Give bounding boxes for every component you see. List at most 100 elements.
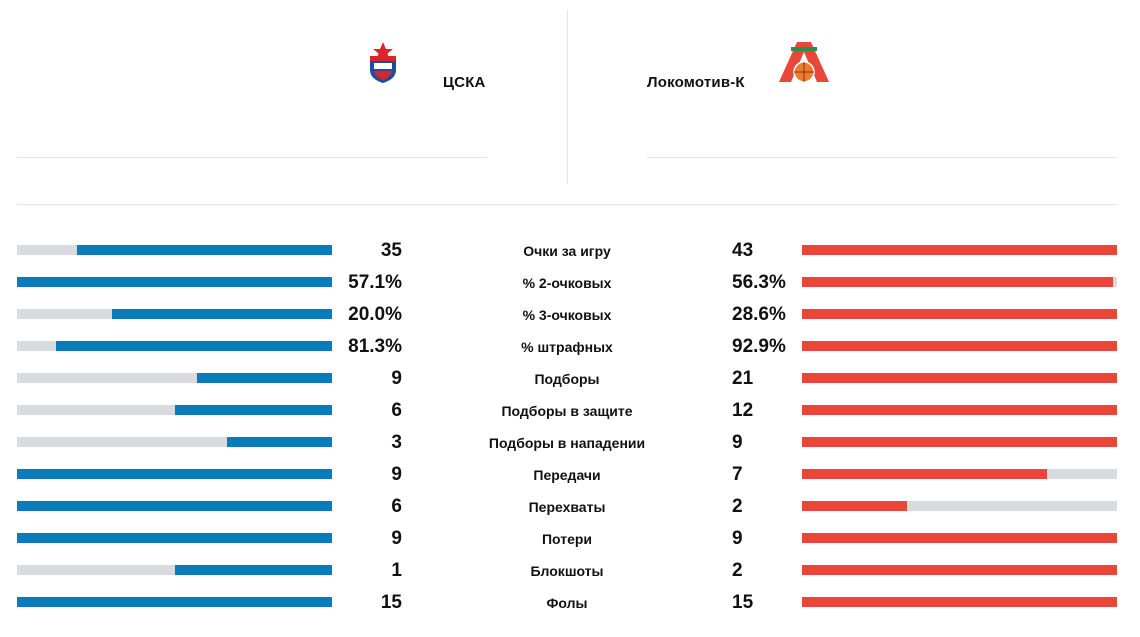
home-stat-bar-fill bbox=[174, 405, 332, 415]
stat-row: 3 Подборы в нападении 9 bbox=[0, 427, 1140, 459]
home-stat-bar bbox=[17, 405, 332, 415]
away-stat-value: 28.6% bbox=[732, 304, 786, 325]
stat-label: Передачи bbox=[533, 467, 601, 483]
stat-row: 9 Передачи 7 bbox=[0, 459, 1140, 491]
away-team-name[interactable]: Локомотив-К bbox=[647, 74, 745, 91]
home-stat-bar-fill bbox=[56, 341, 332, 351]
home-stat-value: 6 bbox=[391, 496, 402, 517]
home-stat-value: 9 bbox=[391, 368, 402, 389]
stat-row: 9 Потери 9 bbox=[0, 523, 1140, 555]
home-stat-bar bbox=[17, 437, 332, 447]
home-stat-bar-fill bbox=[17, 533, 332, 543]
home-stat-value: 1 bbox=[391, 560, 402, 581]
home-stat-bar bbox=[17, 245, 332, 255]
home-stat-value: 81.3% bbox=[348, 336, 402, 357]
away-stat-value: 2 bbox=[732, 560, 743, 581]
stat-row: 35 Очки за игру 43 bbox=[0, 235, 1140, 267]
home-stat-value: 20.0% bbox=[348, 304, 402, 325]
away-stat-bar-fill bbox=[802, 501, 907, 511]
stat-label: Подборы в защите bbox=[501, 403, 633, 419]
away-stat-bar bbox=[802, 405, 1117, 415]
home-stat-bar-fill bbox=[227, 437, 332, 447]
away-stat-bar bbox=[802, 597, 1117, 607]
stat-label: Блокшоты bbox=[530, 563, 604, 579]
stat-row: 15 Фолы 15 bbox=[0, 587, 1140, 619]
header-divider bbox=[567, 10, 568, 184]
away-stat-bar-fill bbox=[802, 405, 1117, 415]
home-stat-bar bbox=[17, 501, 332, 511]
away-stat-bar bbox=[802, 341, 1117, 351]
home-stat-bar-fill bbox=[17, 469, 332, 479]
away-stat-bar bbox=[802, 469, 1117, 479]
home-stat-bar bbox=[17, 533, 332, 543]
home-stat-bar bbox=[17, 373, 332, 383]
away-stat-bar-fill bbox=[802, 565, 1117, 575]
stat-row: 6 Подборы в защите 12 bbox=[0, 395, 1140, 427]
stat-row: 6 Перехваты 2 bbox=[0, 491, 1140, 523]
stat-label: % штрафных bbox=[521, 339, 613, 355]
cska-logo-icon bbox=[370, 42, 396, 83]
away-stat-bar bbox=[802, 437, 1117, 447]
away-stat-bar-fill bbox=[802, 309, 1117, 319]
stat-row: 57.1% % 2-очковых 56.3% bbox=[0, 267, 1140, 299]
home-stat-bar-fill bbox=[76, 245, 332, 255]
stat-label: Подборы bbox=[534, 371, 600, 387]
home-stat-bar bbox=[17, 597, 332, 607]
away-stat-bar-fill bbox=[802, 469, 1048, 479]
away-stat-bar-fill bbox=[802, 341, 1117, 351]
away-stat-bar bbox=[802, 373, 1117, 383]
lokomotiv-logo-icon bbox=[779, 42, 829, 83]
away-stat-value: 9 bbox=[732, 528, 743, 549]
away-stat-bar-fill bbox=[802, 373, 1117, 383]
away-stat-value: 2 bbox=[732, 496, 743, 517]
home-stat-value: 3 bbox=[391, 432, 402, 453]
home-stat-value: 57.1% bbox=[348, 272, 402, 293]
away-stat-value: 12 bbox=[732, 400, 754, 421]
stat-label: Фолы bbox=[546, 595, 588, 611]
home-stat-bar bbox=[17, 277, 332, 287]
away-stat-bar bbox=[802, 245, 1117, 255]
away-stat-bar bbox=[802, 309, 1117, 319]
home-team-name[interactable]: ЦСКА bbox=[443, 74, 486, 91]
home-stat-bar bbox=[17, 309, 332, 319]
stat-label: % 2-очковых bbox=[522, 275, 612, 291]
away-stat-value: 43 bbox=[732, 240, 754, 261]
away-stat-bar-fill bbox=[802, 597, 1117, 607]
stat-label: Перехваты bbox=[528, 499, 606, 515]
stat-row: 9 Подборы 21 bbox=[0, 363, 1140, 395]
stat-row: 1 Блокшоты 2 bbox=[0, 555, 1140, 587]
home-stat-bar-fill bbox=[111, 309, 332, 319]
away-stat-value: 21 bbox=[732, 368, 754, 389]
home-stat-bar-fill bbox=[17, 597, 332, 607]
home-stat-bar bbox=[17, 469, 332, 479]
away-stat-bar-fill bbox=[802, 277, 1113, 287]
home-stat-bar-fill bbox=[174, 565, 332, 575]
home-stat-value: 9 bbox=[391, 528, 402, 549]
stat-label: Потери bbox=[541, 531, 593, 547]
home-stat-bar-fill bbox=[196, 373, 332, 383]
stat-label: % 3-очковых bbox=[522, 307, 612, 323]
home-stat-value: 6 bbox=[391, 400, 402, 421]
away-stat-bar bbox=[802, 533, 1117, 543]
away-stat-bar-fill bbox=[802, 533, 1117, 543]
away-stat-bar-fill bbox=[802, 437, 1117, 447]
away-header-underline bbox=[647, 157, 1117, 158]
away-stat-value: 15 bbox=[732, 592, 754, 613]
stat-label: Очки за игру bbox=[523, 243, 611, 259]
home-stat-value: 35 bbox=[380, 240, 402, 261]
home-stat-value: 15 bbox=[380, 592, 402, 613]
away-stat-bar bbox=[802, 277, 1117, 287]
stat-row: 81.3% % штрафных 92.9% bbox=[0, 331, 1140, 363]
home-stat-value: 9 bbox=[391, 464, 402, 485]
home-stat-bar-fill bbox=[17, 501, 332, 511]
away-stat-bar bbox=[802, 501, 1117, 511]
stat-row: 20.0% % 3-очковых 28.6% bbox=[0, 299, 1140, 331]
away-stat-bar-fill bbox=[802, 245, 1117, 255]
home-stat-bar bbox=[17, 341, 332, 351]
away-stat-value: 92.9% bbox=[732, 336, 786, 357]
away-stat-bar bbox=[802, 565, 1117, 575]
away-stat-value: 56.3% bbox=[732, 272, 786, 293]
match-header: ЦСКА Локомотив-К bbox=[0, 0, 1140, 205]
away-stat-value: 9 bbox=[732, 432, 743, 453]
home-header-underline bbox=[17, 157, 487, 158]
